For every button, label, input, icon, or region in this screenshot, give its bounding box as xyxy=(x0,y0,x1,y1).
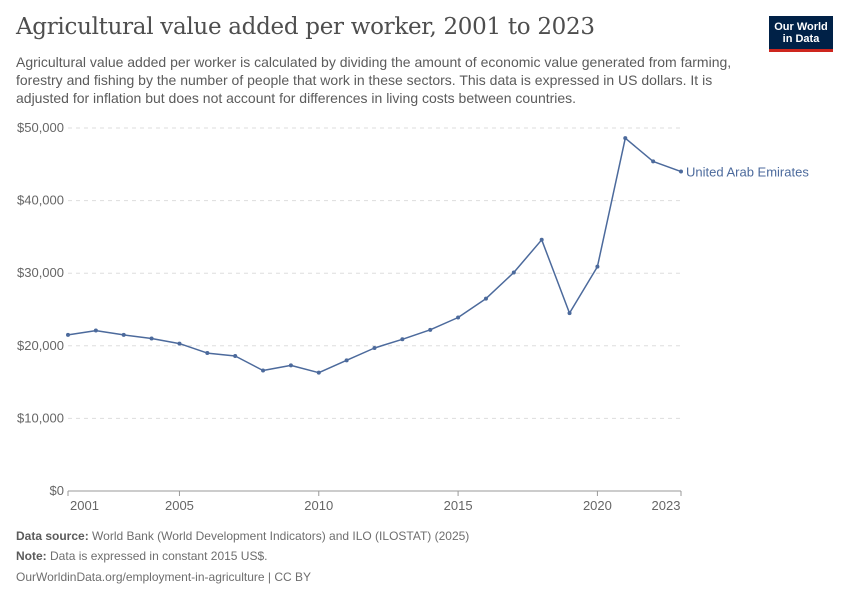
series-line xyxy=(67,137,682,374)
data-point xyxy=(344,358,349,363)
data-point xyxy=(316,370,321,375)
owid-logo[interactable]: Our World in Data xyxy=(769,16,833,52)
data-point xyxy=(400,337,405,342)
data-point xyxy=(66,332,70,337)
x-tick-label: 2010 xyxy=(304,498,333,513)
logo-line-1: Our World xyxy=(774,21,828,33)
data-point xyxy=(483,296,488,301)
y-tick-label: $30,000 xyxy=(17,265,64,280)
data-point xyxy=(93,328,98,333)
source-label: Data source: xyxy=(16,529,89,543)
data-point xyxy=(651,159,656,164)
chart-subtitle: Agricultural value added per worker is c… xyxy=(16,54,732,106)
y-tick-label: $50,000 xyxy=(17,120,64,135)
data-point xyxy=(623,136,628,141)
data-point xyxy=(539,237,544,242)
logo-line-2: in Data xyxy=(782,33,820,45)
data-point xyxy=(205,351,210,356)
data-point xyxy=(261,368,266,373)
x-tick-label: 2005 xyxy=(165,498,194,513)
data-point xyxy=(177,341,182,346)
x-tick-label: 2001 xyxy=(70,498,99,513)
data-point xyxy=(233,353,238,358)
chart-title: Agricultural value added per worker, 200… xyxy=(16,14,595,40)
footer-url[interactable]: OurWorldinData.org/employment-in-agricul… xyxy=(16,570,312,584)
footer-source: Data source: World Bank (World Developme… xyxy=(16,529,469,543)
note-label: Note: xyxy=(16,549,47,563)
data-point xyxy=(567,311,572,316)
data-point xyxy=(428,327,433,332)
source-text: World Bank (World Development Indicators… xyxy=(92,529,470,543)
data-point xyxy=(511,270,516,275)
y-tick-label: $20,000 xyxy=(17,338,64,353)
data-point xyxy=(121,332,126,337)
x-tick-label: 2015 xyxy=(444,498,473,513)
data-point xyxy=(595,264,600,269)
y-tick-label: $10,000 xyxy=(17,410,64,425)
footer-note: Note: Data is expressed in constant 2015… xyxy=(16,549,267,563)
y-tick-label: $0 xyxy=(50,483,64,498)
note-text: Data is expressed in constant 2015 US$. xyxy=(50,549,268,563)
data-point xyxy=(679,169,683,174)
series-label: United Arab Emirates xyxy=(686,165,809,180)
data-point xyxy=(372,345,377,350)
x-tick-label: 2023 xyxy=(652,498,681,513)
data-point xyxy=(456,315,461,320)
data-point xyxy=(288,363,293,368)
data-point xyxy=(149,336,154,341)
y-tick-label: $40,000 xyxy=(17,193,64,208)
x-tick-label: 2020 xyxy=(583,498,612,513)
